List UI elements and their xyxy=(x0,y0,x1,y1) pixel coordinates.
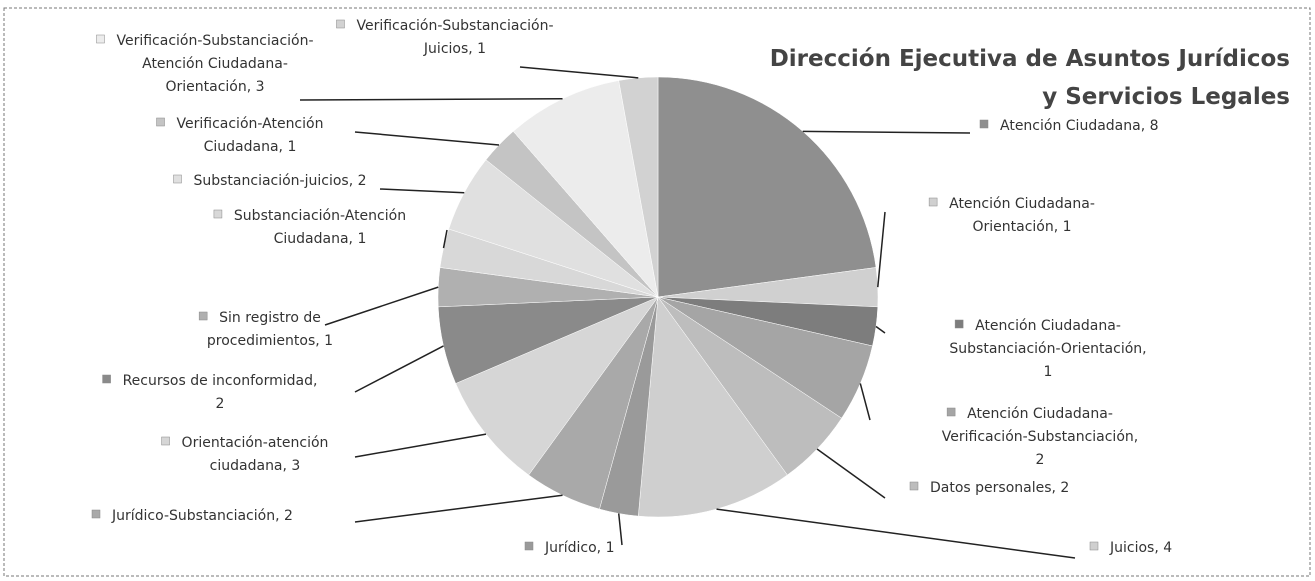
leader-line xyxy=(354,494,563,523)
label-line: Atención Ciudadana- xyxy=(967,406,1113,422)
label-line: Atención Ciudadana, 8 xyxy=(1000,118,1159,134)
legend-swatch xyxy=(979,119,989,129)
data-label: Sin registro de procedimientos, 1 xyxy=(207,310,333,349)
label-line: 2 xyxy=(1036,452,1045,468)
label-line: Jurídico-Substanciación, 2 xyxy=(111,508,293,524)
label-line: Ciudadana, 1 xyxy=(204,139,297,155)
legend-swatch xyxy=(928,197,938,207)
chart-title: Dirección Ejecutiva de Asuntos Jurídicos… xyxy=(770,46,1290,110)
legend-swatch xyxy=(161,436,170,446)
label-line: Atención Ciudadana- xyxy=(975,318,1121,334)
leader-line xyxy=(617,513,623,546)
leader-line xyxy=(875,325,886,334)
leader-line xyxy=(379,188,465,194)
legend-swatch xyxy=(156,117,165,127)
legend-swatch xyxy=(173,174,182,184)
label-line: Verificación-Substanciación- xyxy=(356,18,553,34)
pie-slice xyxy=(638,296,788,518)
leader-line xyxy=(802,130,971,134)
label-line: Verificación-Substanciación, xyxy=(942,429,1138,445)
legend-swatch xyxy=(524,541,534,551)
label-line: 2 xyxy=(216,396,225,412)
data-label: Recursos de inconformidad, 2 xyxy=(123,373,318,412)
legend-swatch xyxy=(198,311,208,321)
label-line: Orientación, 3 xyxy=(165,79,264,95)
leader-line xyxy=(354,131,500,146)
label-line: Substanciación-Orientación, xyxy=(949,341,1146,357)
data-label: Atención Ciudadana- Substanciación-Orient… xyxy=(949,318,1146,380)
data-label: Juicios, 4 xyxy=(1109,540,1172,556)
label-line: Juicios, 1 xyxy=(423,41,486,57)
label-line: Orientación, 1 xyxy=(972,219,1071,235)
label-line: Substanciación-juicios, 2 xyxy=(193,173,366,189)
data-label: Atención Ciudadana- Verificación-Substanc… xyxy=(942,406,1138,468)
legend-swatch xyxy=(946,407,956,417)
legend-swatch xyxy=(909,481,919,491)
label-line: Atención Ciudadana- xyxy=(949,196,1095,212)
data-label: Atención Ciudadana- Orientación, 1 xyxy=(949,196,1095,235)
data-label: Verificación-Substanciación- Atención Ciu… xyxy=(116,33,313,95)
label-line: 1 xyxy=(1044,364,1053,380)
legend-swatch xyxy=(102,374,111,384)
data-label: Atención Ciudadana, 8 xyxy=(1000,118,1159,134)
label-line: Juicios, 4 xyxy=(1109,540,1172,556)
data-label: Jurídico-Substanciación, 2 xyxy=(111,508,293,524)
leader-line xyxy=(354,345,444,393)
leader-line xyxy=(877,211,886,288)
label-line: Verificación-Substanciación- xyxy=(116,33,313,49)
leader-line xyxy=(354,433,487,458)
title-line: Dirección Ejecutiva de Asuntos Jurídicos xyxy=(770,46,1290,72)
legend-swatch xyxy=(954,319,964,329)
leader-line xyxy=(816,448,886,499)
label-line: Orientación-atención xyxy=(182,435,329,451)
label-line: Jurídico, 1 xyxy=(544,540,615,556)
legend-swatch xyxy=(96,34,105,44)
data-label: Verificación-Substanciación- Juicios, 1 xyxy=(356,18,553,57)
label-line: Sin registro de xyxy=(219,310,321,326)
legend-swatch xyxy=(213,209,223,219)
leader-line xyxy=(324,286,439,326)
data-label: Substanciación-juicios, 2 xyxy=(193,173,366,189)
leader-line xyxy=(299,98,563,101)
label-line: procedimientos, 1 xyxy=(207,333,333,349)
data-label: Verificación-Atención Ciudadana, 1 xyxy=(177,116,324,155)
label-line: Ciudadana, 1 xyxy=(274,231,367,247)
label-line: ciudadana, 3 xyxy=(210,458,301,474)
label-line: Atención Ciudadana- xyxy=(142,56,288,72)
leader-line xyxy=(442,229,448,249)
label-line: Recursos de inconformidad, xyxy=(123,373,318,389)
legend-swatch xyxy=(336,19,345,29)
label-line: Datos personales, 2 xyxy=(930,480,1069,496)
data-label: Datos personales, 2 xyxy=(930,480,1069,496)
data-label: Orientación-atención ciudadana, 3 xyxy=(182,435,329,474)
data-label: Substanciación-Atención Ciudadana, 1 xyxy=(234,208,406,247)
legend-swatch xyxy=(1089,541,1099,551)
leader-line xyxy=(519,66,639,79)
leader-line xyxy=(859,383,871,421)
legend-swatch xyxy=(91,509,101,519)
data-label: Jurídico, 1 xyxy=(544,540,615,556)
label-line: Verificación-Atención xyxy=(177,116,324,132)
leader-line xyxy=(716,508,1076,559)
title-line: y Servicios Legales xyxy=(1042,84,1290,110)
label-line: Substanciación-Atención xyxy=(234,208,406,224)
